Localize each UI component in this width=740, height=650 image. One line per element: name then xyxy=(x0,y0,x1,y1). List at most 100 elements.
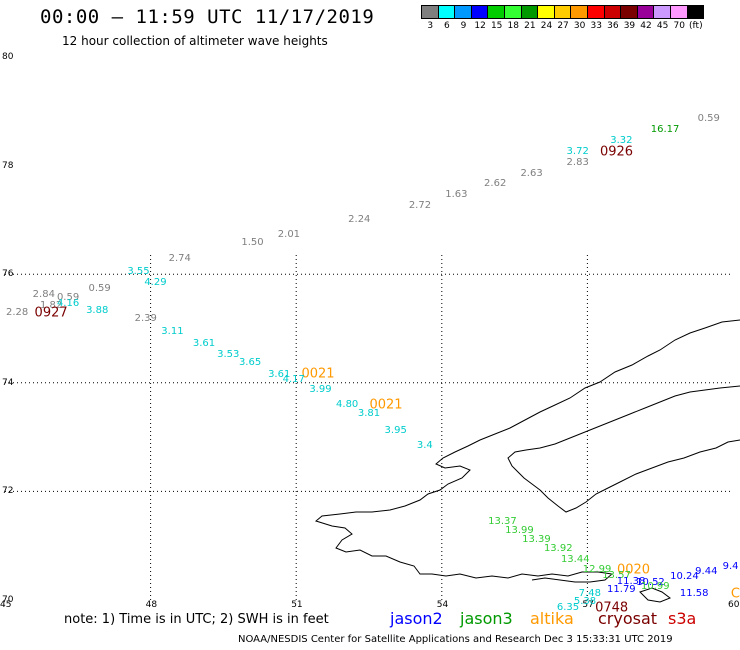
wave-height-label: 13.39 xyxy=(522,533,551,545)
satellite-legend-s3a: s3a xyxy=(668,609,697,628)
color-swatch xyxy=(686,5,705,19)
color-scale-label: 15 xyxy=(490,21,503,31)
longitude-label: 45 xyxy=(0,600,12,610)
wave-height-label: 3.81 xyxy=(357,408,381,420)
color-scale-label: 12 xyxy=(474,21,486,31)
wave-height-label: 2.01 xyxy=(277,229,301,241)
wave-height-label: 13.44 xyxy=(560,553,590,565)
color-scale-label: 27 xyxy=(557,21,569,31)
wave-height-label: 4.80 xyxy=(336,398,359,410)
pass-time-label: 0021 xyxy=(301,366,335,382)
latitude-label: 76 xyxy=(2,269,14,280)
wave-height-label: 4.17 xyxy=(282,374,305,386)
wave-height-label: 3.32 xyxy=(610,135,633,147)
color-scale-label: 6 xyxy=(444,21,450,31)
wave-height-label: 5.38 xyxy=(573,595,597,607)
wave-height-label: 3.72 xyxy=(566,146,589,158)
pass-time-label: C xyxy=(730,586,740,602)
wave-height-label: 3.61 xyxy=(268,369,291,381)
latitude-label: 70 xyxy=(2,595,14,605)
wave-height-label: 3.65 xyxy=(238,357,262,369)
graticule xyxy=(5,255,733,600)
wave-height-label: 3.95 xyxy=(384,424,407,436)
wave-height-label: 2.24 xyxy=(348,213,371,225)
pass-time-label: 0748 xyxy=(595,600,629,616)
satellite-legend-jason3: jason3 xyxy=(460,609,513,628)
wave-height-label: 6.35 xyxy=(556,601,580,613)
wave-height-label: 3.88 xyxy=(86,305,109,317)
color-scale-label: 39 xyxy=(623,21,636,31)
color-scale-label: 18 xyxy=(507,21,519,31)
longitude-label: 51 xyxy=(291,600,303,610)
satellite-legend-cryosat: cryosat xyxy=(598,609,658,628)
pass-time-label: 0927 xyxy=(34,305,68,321)
color-scale-label: (ft) xyxy=(689,21,703,31)
wave-height-label: 3.55 xyxy=(127,266,150,278)
color-scale-label: 24 xyxy=(540,21,553,31)
longitude-label: 48 xyxy=(145,600,158,610)
wave-height-label: 10.99 xyxy=(641,580,670,592)
color-scale-bar xyxy=(421,5,705,19)
longitude-label: 57 xyxy=(582,600,594,610)
color-scale-label: 3 xyxy=(427,21,434,31)
color-scale-label: 33 xyxy=(590,21,602,31)
wave-height-label: 3.53 xyxy=(217,348,240,360)
pass-time-label: 0020 xyxy=(616,562,651,578)
footer-note: note: 1) Time is in UTC; 2) SWH is in fe… xyxy=(64,612,329,627)
wave-height-label: 0.59 xyxy=(56,292,80,304)
latitude-label: 80 xyxy=(2,52,14,62)
wave-height-label: 9.4 xyxy=(722,560,739,572)
wave-height-label: 0.59 xyxy=(697,113,720,125)
color-scale-label: 45 xyxy=(656,21,669,31)
longitude-label: 54 xyxy=(436,600,449,610)
coastline-novaya-zemlya xyxy=(314,319,740,603)
color-scale-labels: 3 6 9 12 15 18 21 24 27 30 33 36 39 42 45 70 (ft) xyxy=(422,21,704,31)
wave-height-label: 11.58 xyxy=(679,588,709,600)
longitude-label: 60 xyxy=(728,600,740,610)
color-scale-label: 42 xyxy=(640,21,652,31)
wave-height-label: 0.59 xyxy=(88,282,111,294)
color-scale-label: 30 xyxy=(573,21,586,31)
wave-height-label: 13.99 xyxy=(505,525,534,537)
wave-height-label: 2.62 xyxy=(484,178,507,190)
wave-height-label: 4.29 xyxy=(144,277,167,289)
map-title: 00:00 – 11:59 UTC 11/17/2019 xyxy=(40,6,375,28)
wave-height-label: 2.74 xyxy=(168,252,191,264)
wave-height-label: 2.83 xyxy=(566,156,589,168)
wave-height-label: 2.63 xyxy=(520,167,543,179)
wave-height-label: 10.52 xyxy=(636,577,665,589)
wave-height-label: 1.50 xyxy=(241,236,264,248)
wave-height-label: 12.99 xyxy=(582,563,612,575)
wave-height-label: 4.16 xyxy=(56,297,80,309)
wave-height-label: 2.72 xyxy=(408,199,432,211)
color-scale-label: 21 xyxy=(524,21,536,31)
wave-height-label: 13.37 xyxy=(488,515,517,527)
wave-height-label: 9.44 xyxy=(695,565,718,577)
wave-height-label: 16.17 xyxy=(650,124,680,136)
wave-height-label: 11.79 xyxy=(607,583,636,595)
wave-height-label: 3.11 xyxy=(161,326,184,338)
wave-height-label: 11.38 xyxy=(616,575,646,587)
latitude-label: 72 xyxy=(2,486,14,497)
wave-height-label: 3.4 xyxy=(416,439,433,451)
latitude-label: 74 xyxy=(2,377,14,388)
wave-height-label: 13.57 xyxy=(602,570,631,582)
wave-height-label: 1.63 xyxy=(445,188,468,200)
credit-line: NOAA/NESDIS Center for Satellite Applica… xyxy=(238,634,673,645)
wave-height-label: 13.92 xyxy=(543,542,573,554)
latitude-label: 78 xyxy=(2,160,14,171)
wave-height-label: 2.84 xyxy=(32,288,55,300)
pass-time-label: 0021 xyxy=(369,397,403,413)
satellite-legend-altika: altika xyxy=(530,609,574,628)
satellite-legend-jason2: jason2 xyxy=(390,609,443,628)
wave-height-label: 3.99 xyxy=(309,384,332,396)
map-subtitle: 12 hour collection of altimeter wave hei… xyxy=(62,34,328,48)
wave-height-label: 3.61 xyxy=(192,338,216,350)
color-scale-label: 70 xyxy=(673,21,685,31)
pass-time-label: 0926 xyxy=(599,144,634,160)
wave-height-label: 2.28 xyxy=(5,306,29,318)
wave-height-label: 2.39 xyxy=(134,313,157,325)
color-scale-label: 36 xyxy=(607,21,619,31)
wave-height-label: 10.24 xyxy=(670,571,699,583)
